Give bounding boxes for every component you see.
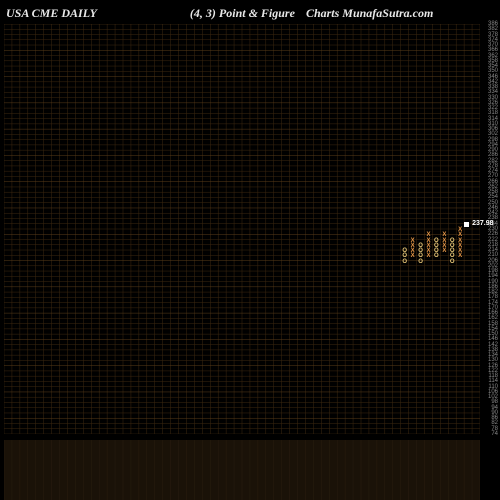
price-marker-box xyxy=(464,222,469,227)
symbol-label: USA CME DAILY xyxy=(6,6,97,21)
grid-lines xyxy=(4,24,480,434)
pf-o-cell: O xyxy=(448,259,456,265)
source-label: Charts MunafaSutra.com xyxy=(306,6,433,21)
pf-x-cell: X xyxy=(424,253,432,259)
pf-o-cell: O xyxy=(417,259,425,265)
bottom-strip xyxy=(4,440,480,500)
y-tick: 74 xyxy=(478,431,498,437)
pf-x-cell: X xyxy=(409,253,417,259)
pf-o-cell: O xyxy=(401,259,409,265)
chart-container: USA CME DAILY (4, 3) Point & Figure Char… xyxy=(0,0,500,500)
pf-x-cell: X xyxy=(456,253,464,259)
pf-x-cell: X xyxy=(440,248,448,254)
pf-o-cell: O xyxy=(432,253,440,259)
price-marker-label: 237.98 xyxy=(472,220,493,227)
chart-header: USA CME DAILY (4, 3) Point & Figure Char… xyxy=(6,6,494,21)
params-label: (4, 3) Point & Figure xyxy=(190,6,295,21)
